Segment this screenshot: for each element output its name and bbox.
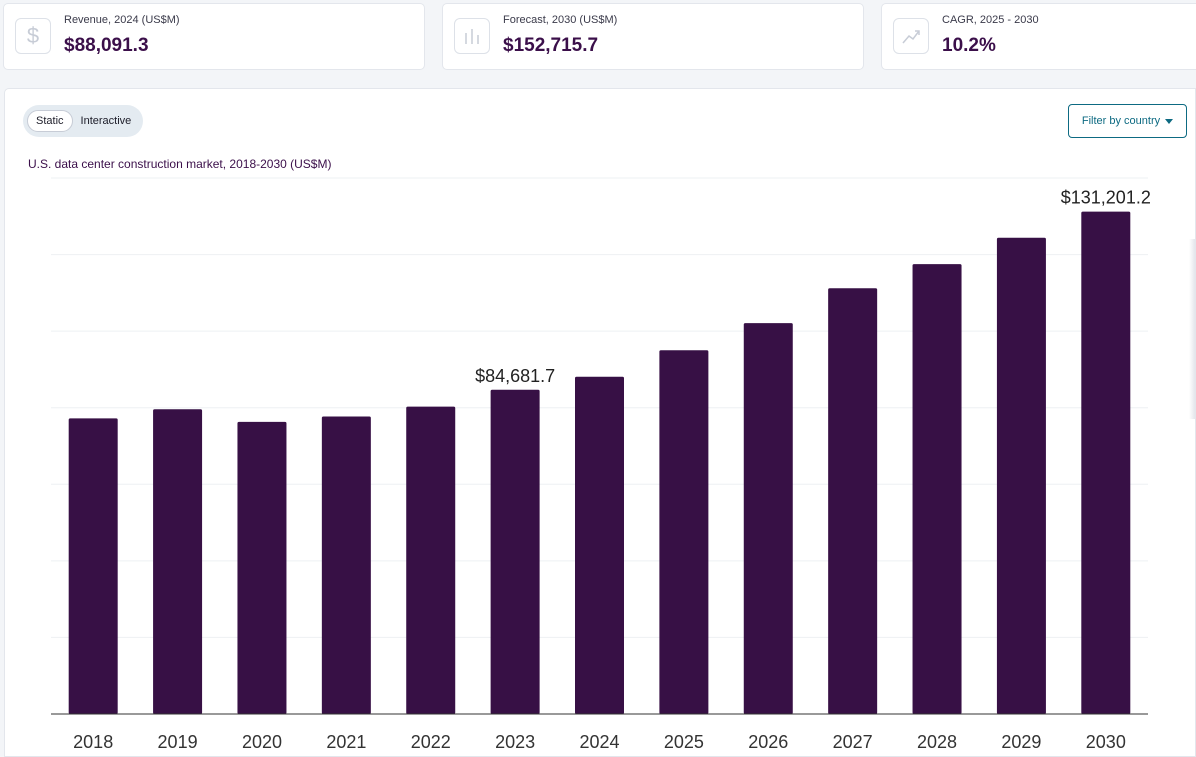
- bar-2025[interactable]: [659, 350, 709, 714]
- x-tick-label: 2020: [242, 732, 282, 752]
- static-toggle-button[interactable]: Static: [27, 110, 73, 132]
- bar-2018[interactable]: [68, 418, 118, 714]
- bar-2022[interactable]: [406, 406, 456, 714]
- x-tick-label: 2028: [917, 732, 957, 752]
- chart-title: U.S. data center construction market, 20…: [28, 157, 332, 171]
- x-tick-label: 2029: [1001, 732, 1041, 752]
- x-tick-label: 2026: [748, 732, 788, 752]
- stat-label: Forecast, 2030 (US$M): [503, 14, 618, 26]
- x-tick-label: 2019: [158, 732, 198, 752]
- x-tick-label: 2030: [1086, 732, 1126, 752]
- x-tick-label: 2022: [411, 732, 451, 752]
- x-tick-label: 2018: [73, 732, 113, 752]
- x-tick-label: 2025: [664, 732, 704, 752]
- bar-2023[interactable]: [490, 389, 540, 714]
- bar-chart-icon: [454, 18, 490, 54]
- data-label-2030: $131,201.2: [1061, 188, 1151, 208]
- bar-2019[interactable]: [153, 409, 203, 714]
- scroll-shadow: [1189, 239, 1195, 419]
- bar-2021[interactable]: [321, 416, 371, 714]
- bar-2027[interactable]: [828, 288, 878, 714]
- view-toggle: Static Interactive: [23, 105, 144, 137]
- stat-card-forecast: Forecast, 2030 (US$M) $152,715.7: [442, 3, 864, 70]
- stat-value: $152,715.7: [503, 35, 599, 56]
- x-tick-label: 2027: [833, 732, 873, 752]
- stat-value: $88,091.3: [64, 35, 149, 56]
- stat-value: 10.2%: [942, 35, 996, 56]
- bar-2020[interactable]: [237, 421, 287, 714]
- caret-down-icon: [1165, 118, 1174, 124]
- dollar-icon: $: [15, 18, 51, 54]
- bar-2030[interactable]: [1081, 211, 1131, 714]
- x-tick-label: 2024: [579, 732, 619, 752]
- stat-card-revenue: $ Revenue, 2024 (US$M) $88,091.3: [3, 3, 425, 70]
- stat-label: CAGR, 2025 - 2030: [942, 14, 1039, 26]
- filter-label: Filter by country: [1081, 115, 1161, 127]
- x-tick-label: 2021: [326, 732, 366, 752]
- x-tick-label: 2023: [495, 732, 535, 752]
- stat-label: Revenue, 2024 (US$M): [64, 14, 180, 26]
- bar-2026[interactable]: [743, 323, 793, 714]
- filter-by-country-button[interactable]: Filter by country: [1068, 104, 1187, 138]
- data-label-2023: $84,681.7: [475, 366, 555, 386]
- stat-card-cagr: CAGR, 2025 - 2030 10.2%: [881, 3, 1196, 70]
- interactive-toggle-button[interactable]: Interactive: [80, 115, 132, 127]
- bar-2024[interactable]: [575, 376, 624, 714]
- trend-up-icon: [893, 18, 929, 54]
- svg-text:$: $: [27, 24, 39, 48]
- bar-2028[interactable]: [912, 264, 962, 714]
- bar-2029[interactable]: [996, 237, 1046, 714]
